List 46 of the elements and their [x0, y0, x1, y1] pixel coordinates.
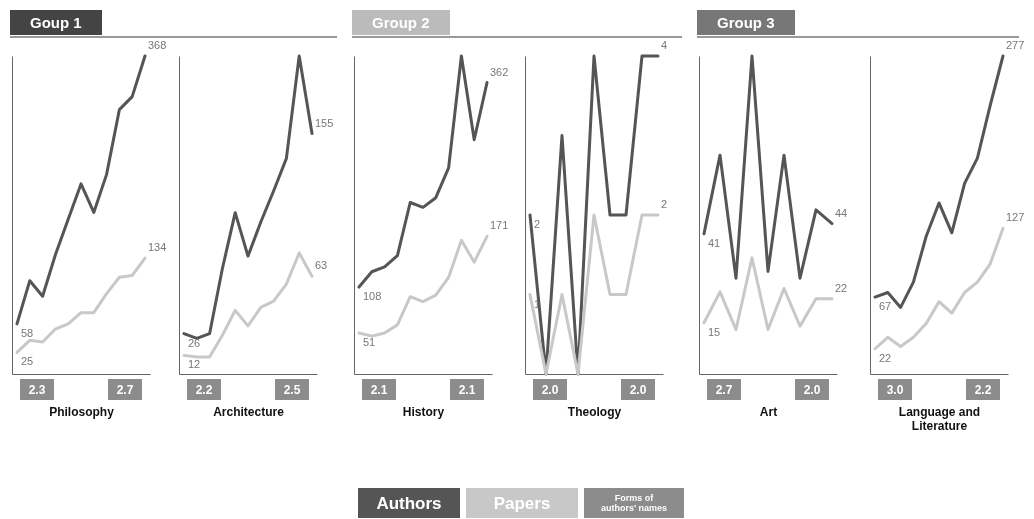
text: 2.2 — [195, 383, 213, 397]
data-label: 41 — [708, 236, 721, 249]
text: 2.3 — [28, 383, 46, 397]
text: 2.0 — [803, 383, 821, 397]
data-label: 277 — [1006, 39, 1025, 51]
data-label: 58 — [21, 326, 34, 339]
chart-title: Group 2 — [352, 10, 450, 35]
data-label: 155 — [315, 116, 334, 129]
data-label: 368 — [148, 39, 167, 51]
chart-title: Goup 1 — [10, 10, 102, 35]
chart-title: Group 3 — [697, 10, 795, 35]
data-label: 2 — [534, 218, 541, 230]
data-label: 171 — [490, 219, 509, 232]
text: 2.2 — [974, 383, 992, 397]
text: 2.0 — [629, 383, 647, 397]
data-label: 362 — [490, 65, 509, 78]
data-label: 4 — [661, 39, 668, 51]
x-axis-title: Art — [759, 404, 778, 419]
text: Authors — [376, 493, 442, 513]
x-axis-title: History — [402, 404, 445, 419]
data-label: 51 — [363, 335, 376, 348]
data-label: 127 — [1006, 211, 1025, 224]
x-axis-title: Architecture — [213, 404, 285, 419]
text: 2.7 — [116, 383, 134, 397]
x-axis-title: Language and Literature — [898, 404, 981, 433]
data-label: 134 — [148, 241, 167, 254]
text: 2.0 — [541, 383, 559, 397]
data-label: 2 — [661, 198, 668, 210]
data-label: 26 — [188, 336, 201, 349]
data-label: 25 — [21, 355, 34, 368]
data-label: 22 — [879, 351, 892, 364]
data-label: 44 — [835, 206, 848, 219]
data-label: 15 — [708, 325, 721, 338]
data-label: 63 — [315, 259, 328, 272]
text: 3.0 — [886, 383, 904, 397]
text: 2.1 — [370, 383, 388, 397]
data-label: 22 — [835, 281, 848, 294]
text: 2.7 — [715, 383, 733, 397]
data-label: 12 — [188, 358, 201, 371]
data-label: 108 — [363, 290, 382, 303]
text: Forms of authors' names — [600, 493, 668, 514]
data-label: 67 — [879, 300, 892, 313]
text: 2.1 — [458, 383, 476, 397]
text: 2.5 — [283, 383, 301, 397]
x-axis-title: Theology — [567, 404, 622, 419]
x-axis-title: Philosophy — [49, 404, 115, 419]
